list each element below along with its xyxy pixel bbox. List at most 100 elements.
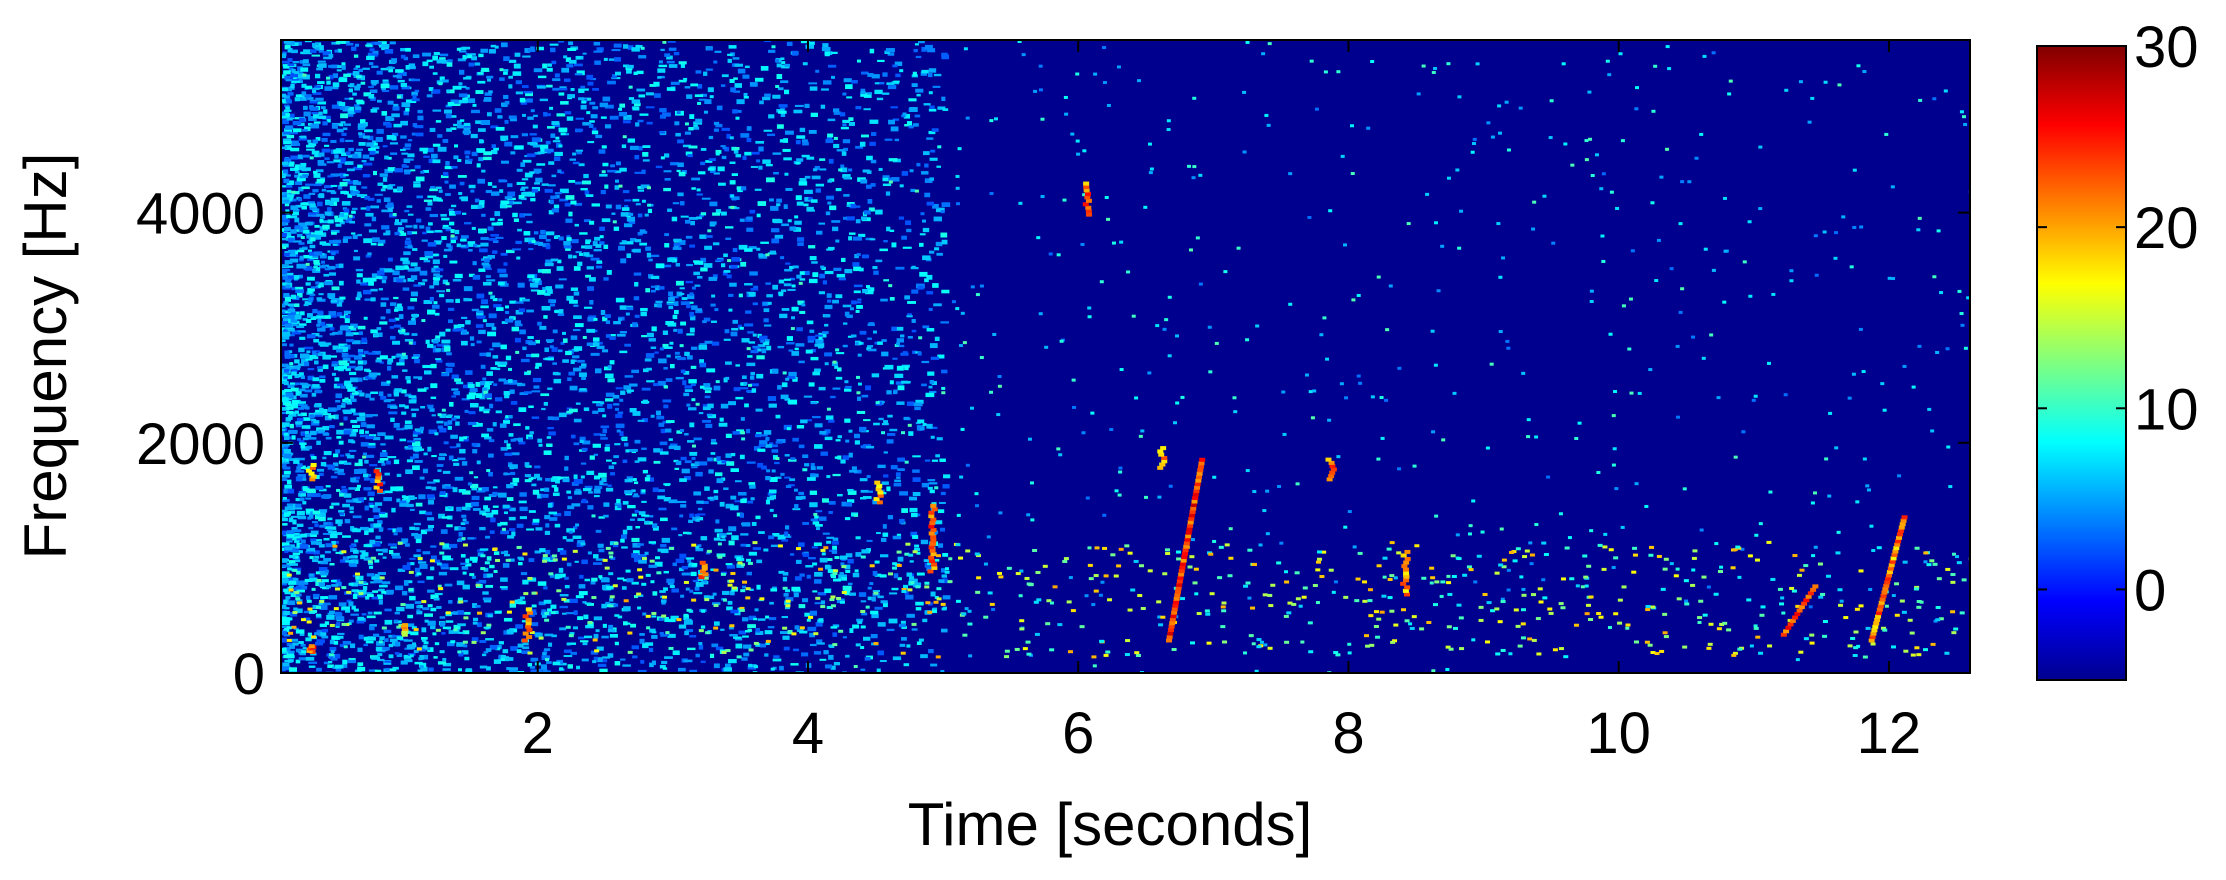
noise-cell	[627, 64, 634, 69]
noise-cell	[680, 301, 690, 306]
noise-cell	[907, 301, 917, 304]
noise-cell	[609, 598, 614, 602]
noise-cell	[310, 237, 316, 242]
noise-cell	[361, 186, 368, 189]
noise-cell	[456, 580, 465, 586]
noise-cell	[415, 176, 425, 182]
noise-cell	[471, 109, 480, 114]
noise-cell	[491, 222, 501, 226]
noise-cell	[482, 591, 489, 595]
noise-cell	[575, 488, 581, 492]
noise-cell	[290, 515, 300, 518]
noise-cell	[749, 588, 754, 592]
noise-cell	[314, 514, 320, 520]
noise-cell	[406, 644, 416, 650]
noise-cell	[427, 195, 437, 198]
noise-cell	[577, 261, 583, 266]
noise-cell	[367, 491, 375, 496]
noise-cell	[312, 521, 318, 524]
noise-cell	[690, 315, 696, 321]
noise-cell	[297, 154, 303, 159]
noise-cell	[464, 656, 470, 661]
noise-cell	[734, 63, 744, 67]
noise-cell	[400, 257, 409, 262]
noise-cell	[597, 663, 607, 668]
noise-cell	[778, 279, 785, 284]
noise-cell	[317, 101, 327, 105]
noise-cell	[623, 120, 631, 124]
noise-cell	[452, 278, 462, 282]
noise-cell	[877, 650, 884, 656]
noise-cell	[793, 109, 803, 114]
noise-cell	[486, 428, 494, 432]
noise-cell	[499, 423, 507, 428]
noise-cell	[465, 320, 471, 325]
noise-cell	[286, 651, 294, 657]
noise-cell	[598, 472, 607, 478]
noise-cell	[380, 381, 390, 386]
noise-cell	[514, 599, 520, 605]
noise-cell	[348, 619, 354, 623]
noise-cell	[316, 512, 322, 517]
noise-cell	[671, 527, 678, 531]
noise-cell	[562, 477, 570, 483]
noise-cell	[892, 535, 902, 540]
noise-cell	[480, 48, 488, 53]
noise-cell	[443, 421, 449, 426]
noise-cell	[296, 233, 303, 238]
noise-cell	[318, 341, 326, 346]
noise-cell	[412, 94, 417, 99]
noise-cell	[687, 558, 692, 563]
noise-cell	[766, 345, 772, 351]
noise-cell	[404, 265, 409, 268]
noise-cell	[370, 108, 378, 113]
noise-cell	[323, 557, 332, 562]
noise-cell	[352, 153, 358, 159]
noise-cell	[917, 419, 925, 424]
noise-cell	[304, 301, 312, 305]
noise-cell	[500, 42, 508, 48]
noise-cell	[483, 567, 489, 572]
noise-cell	[281, 87, 288, 92]
noise-cell	[519, 392, 528, 396]
noise-cell	[556, 113, 566, 117]
noise-cell	[324, 157, 330, 161]
noise-cell	[645, 92, 654, 96]
noise-cell	[527, 48, 536, 53]
noise-cell	[638, 146, 643, 151]
noise-cell	[666, 301, 675, 305]
noise-cell	[825, 415, 834, 420]
noise-cell	[817, 592, 827, 596]
noise-cell	[335, 399, 341, 403]
noise-cell	[939, 579, 945, 583]
noise-cell	[445, 193, 451, 196]
noise-cell	[343, 462, 352, 465]
noise-cell	[396, 278, 404, 283]
noise-cell	[699, 359, 704, 364]
noise-cell	[508, 558, 515, 562]
noise-cell	[638, 559, 647, 564]
noise-cell	[588, 491, 593, 494]
noise-cell	[720, 403, 729, 409]
noise-cell	[359, 119, 366, 124]
noise-cell	[575, 117, 584, 120]
noise-cell	[336, 383, 344, 387]
noise-cell	[347, 193, 353, 198]
noise-cell	[283, 435, 290, 441]
noise-cell	[548, 299, 553, 303]
noise-cell	[285, 113, 290, 117]
noise-cell	[294, 373, 300, 379]
noise-cell	[563, 245, 572, 249]
noise-cell	[289, 403, 299, 409]
noise-cell	[295, 470, 305, 473]
noise-cell	[339, 492, 345, 497]
noise-cell	[546, 126, 555, 129]
noise-cell	[370, 53, 378, 57]
noise-cell	[731, 535, 739, 541]
noise-cell	[727, 600, 733, 605]
noise-cell	[324, 281, 334, 286]
noise-cell	[393, 324, 401, 328]
noise-cell	[343, 208, 350, 213]
noise-cell	[499, 204, 508, 209]
noise-cell	[574, 323, 584, 328]
